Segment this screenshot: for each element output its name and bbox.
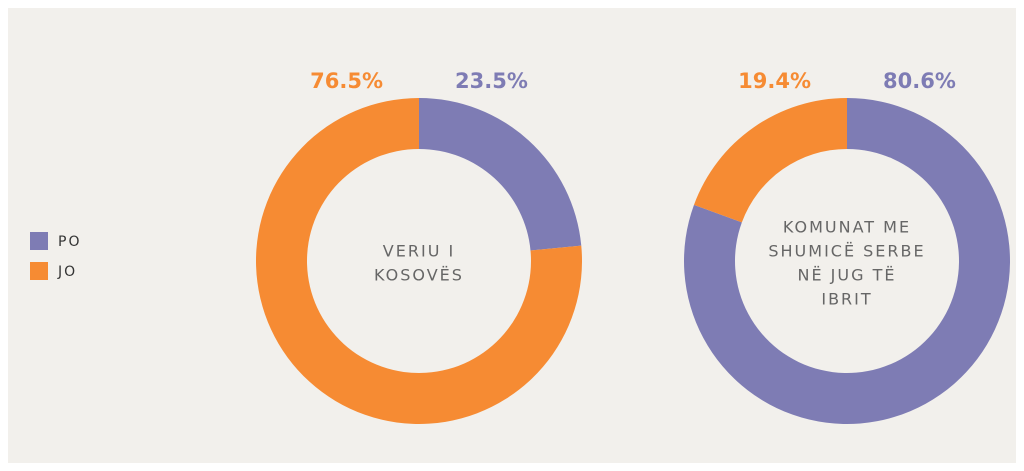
value-label: 80.6%	[883, 69, 956, 93]
value-label: 23.5%	[455, 69, 528, 93]
donut-segment	[419, 98, 582, 251]
donut-segment	[693, 98, 847, 223]
center-label: VERIU I	[383, 242, 455, 261]
center-label: IBRIT	[821, 290, 872, 309]
legend-swatch	[30, 262, 48, 280]
center-label: KOSOVËS	[374, 266, 464, 285]
legend-label: JO	[57, 264, 77, 280]
donut-segment	[684, 98, 1010, 425]
center-label: KOMUNAT ME	[783, 218, 911, 237]
legend-label: PO	[58, 234, 81, 250]
value-label: 76.5%	[310, 69, 383, 93]
donut-segment	[256, 98, 583, 424]
value-label: 19.4%	[738, 69, 811, 93]
center-label: NË JUG TË	[798, 266, 897, 285]
center-label: SHUMICË SERBE	[768, 242, 925, 261]
legend-swatch	[30, 232, 48, 250]
